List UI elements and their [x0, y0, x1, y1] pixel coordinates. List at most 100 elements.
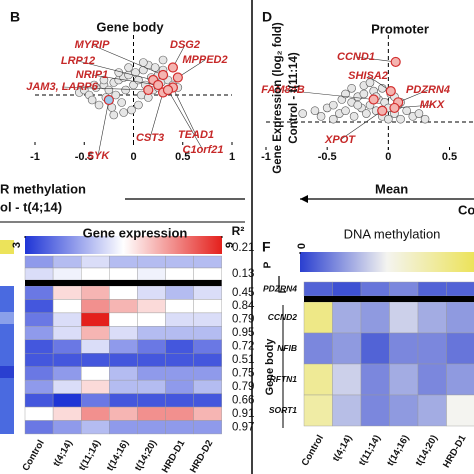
r2-value: 0.21: [232, 242, 254, 254]
heatmap-cell: [360, 332, 390, 365]
y-axis-label: Control - t(11:14): [288, 52, 300, 144]
row-label: NFIB: [277, 343, 297, 353]
x-tick-label: t(14;16): [105, 438, 131, 473]
row-label: PDZRN4: [263, 283, 297, 293]
point: [396, 114, 405, 124]
point: [384, 114, 393, 124]
gene-label: FAM84B: [261, 84, 304, 96]
point: [121, 85, 130, 95]
heatmap-cell: [417, 363, 447, 396]
group-bracket: [278, 276, 286, 293]
point: [316, 112, 326, 121]
chart-title: Gene body: [96, 19, 164, 34]
heatmap-cell: [137, 339, 166, 354]
heatmap-cell: [52, 255, 82, 269]
point: [328, 100, 338, 110]
heatmap-cell: [137, 326, 166, 341]
heatmap-cell: [80, 379, 110, 394]
gene-label: CST3: [136, 132, 164, 144]
x-axis-label: Mean: [375, 181, 408, 196]
x-tick-label: -0.5: [318, 151, 337, 163]
r2-value: 0.45: [232, 287, 254, 299]
r2-value: 0.13: [232, 268, 254, 280]
heatmap-cell: [52, 312, 82, 327]
r2-value: 0.66: [232, 394, 254, 406]
point: [99, 75, 109, 85]
heatmap-cell: [80, 285, 110, 300]
heatmap-cell: [446, 281, 474, 297]
highlight-point: [103, 94, 114, 106]
heatmap-cell: [52, 326, 82, 341]
highlight-point: [389, 102, 400, 114]
panel-letter: B: [10, 9, 20, 25]
point: [402, 106, 412, 116]
point: [89, 80, 99, 90]
heatmap-cell: [165, 353, 194, 367]
heatmap-cell: [52, 406, 82, 421]
heatmap-cell: [109, 267, 138, 281]
r2-value: 0.72: [232, 341, 254, 353]
heatmap-cell: [52, 299, 82, 314]
point: [359, 89, 369, 99]
point: [131, 68, 140, 77]
point: [134, 100, 143, 110]
heatmap-cell: [137, 420, 166, 435]
heatmap-cell: [193, 420, 222, 435]
x-tick-label: t(4;14): [51, 438, 75, 468]
heatmap-cell: [165, 379, 194, 394]
heatmap-cell: [109, 420, 138, 435]
point: [104, 85, 114, 95]
heatmap-cell: [165, 366, 194, 381]
chart-title: DNA methylation: [344, 226, 441, 241]
x-tick-label: 0: [130, 151, 136, 163]
gene-label: CCND1: [337, 51, 375, 63]
heatmap-cell: [193, 299, 222, 314]
point: [117, 98, 126, 107]
heatmap-cell: [80, 267, 110, 281]
highlight-point: [167, 62, 178, 73]
heatmap-cell: [137, 255, 166, 269]
point: [414, 109, 424, 118]
x-axis-label: ol - t(4;14): [0, 199, 62, 214]
y-axis-label: Gene Expression (log₂ fold): [272, 22, 284, 174]
heatmap-cell: [80, 312, 110, 327]
row-label: CCND2: [268, 312, 298, 322]
highlight-point: [153, 79, 164, 91]
point: [124, 63, 133, 72]
heatmap-cell: [52, 353, 82, 367]
heatmap-cell: [360, 281, 390, 297]
heatmap-cell: [80, 339, 110, 354]
gene-label: NRIP1: [76, 69, 108, 81]
leader-line: [398, 89, 429, 103]
panel-letter: D: [262, 9, 272, 25]
separator-bar: [304, 296, 474, 302]
colorbar: [25, 236, 222, 254]
chart-title: Promoter: [371, 21, 429, 36]
heatmap-cell: [165, 312, 194, 327]
heatmap-cell: [332, 332, 362, 365]
heatmap-cell: [80, 299, 110, 314]
heatmap-cell: [24, 285, 54, 300]
heatmap-cell: [24, 255, 54, 269]
colorbar-tick-label: 0: [296, 243, 308, 249]
heatmap-cell: [80, 366, 110, 381]
point: [420, 114, 430, 124]
heatmap-cell: [165, 285, 194, 300]
partial-heatmap: [0, 240, 14, 434]
highlight-point: [162, 84, 174, 96]
gene-label: LRP12: [61, 55, 95, 67]
leader-line: [177, 59, 206, 78]
heatmap-cell: [52, 339, 82, 354]
heatmap-cell: [52, 267, 82, 281]
arrow-head: [300, 195, 308, 203]
x-tick-label: t(11;14): [357, 433, 383, 467]
point: [298, 109, 308, 118]
heatmap-cell: [52, 420, 82, 435]
heatmap-cell: [109, 312, 138, 327]
gene-label: XPOT: [324, 134, 356, 146]
gene-label: DSG2: [170, 39, 200, 51]
heatmap-cell: [52, 285, 82, 300]
heatmap-cell: [109, 299, 138, 314]
heatmap-cell: [137, 379, 166, 394]
heatmap-cell: [165, 393, 194, 408]
